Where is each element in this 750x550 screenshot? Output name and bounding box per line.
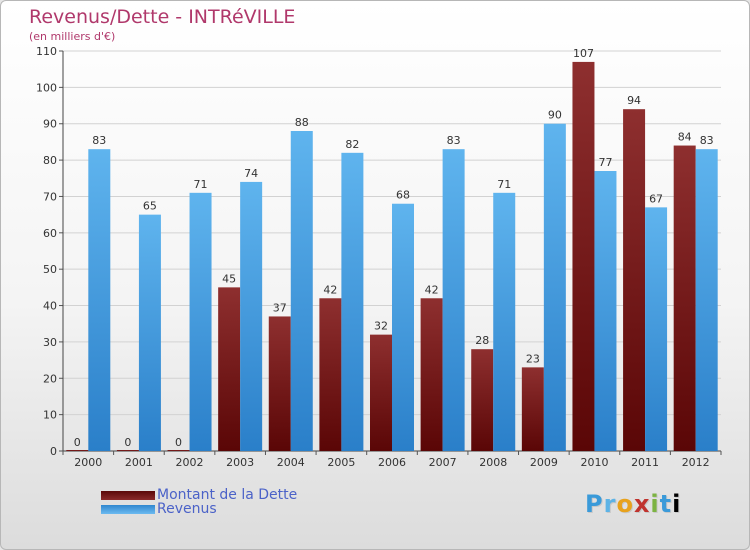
bar-revenus [88,149,111,451]
bar-revenus [341,152,364,451]
y-tick-label: 20 [43,372,57,385]
data-label-revenus: 90 [548,109,562,122]
data-label-revenus: 67 [649,192,663,205]
bar-revenus [695,149,718,451]
legend-label-revenus: Revenus [157,501,217,517]
data-label-dette: 23 [526,352,540,365]
bar-dette [471,349,494,451]
data-label-dette: 0 [175,436,182,449]
y-tick-label: 30 [43,336,57,349]
bar-dette [673,145,696,451]
data-label-dette: 107 [573,47,594,60]
data-label-dette: 84 [678,131,692,144]
data-label-revenus: 74 [244,167,258,180]
logo-letter: i [650,490,660,518]
x-tick-label: 2009 [530,456,558,469]
data-label-revenus: 71 [194,178,208,191]
x-tick-label: 2000 [74,456,102,469]
x-tick-label: 2004 [277,456,305,469]
y-tick-label: 60 [43,227,57,240]
proxiti-logo: Proxiti [585,490,681,518]
legend-swatch-revenus [101,505,155,514]
x-tick-label: 2010 [580,456,608,469]
x-tick-label: 2003 [226,456,254,469]
bar-dette [420,298,443,451]
logo-letter: o [616,490,634,518]
data-label-dette: 28 [475,334,489,347]
bar-dette [268,316,291,451]
bar-revenus [493,192,516,451]
bar-dette [521,367,544,451]
x-tick-label: 2008 [479,456,507,469]
x-tick-label: 2005 [327,456,355,469]
data-label-revenus: 65 [143,200,157,213]
bar-revenus [645,207,668,451]
y-tick-label: 10 [43,409,57,422]
bar-dette [370,334,392,451]
logo-letter: t [659,490,673,518]
data-label-dette: 42 [323,283,337,296]
bar-revenus [189,192,212,451]
y-tick-label: 50 [43,263,57,276]
legend-swatch-dette [101,491,155,500]
data-label-dette: 0 [124,436,131,449]
x-tick-label: 2001 [125,456,153,469]
data-label-revenus: 83 [700,134,714,147]
logo-letter: P [585,490,604,518]
x-tick-label: 2007 [429,456,457,469]
data-label-dette: 37 [273,301,287,314]
data-label-dette: 42 [425,283,439,296]
data-label-dette: 45 [222,272,236,285]
x-tick-label: 2011 [631,456,659,469]
data-label-revenus: 68 [396,189,410,202]
bar-dette [218,287,241,451]
data-label-revenus: 88 [295,116,309,129]
y-tick-label: 100 [36,81,57,94]
data-label-revenus: 82 [345,138,359,151]
y-tick-label: 0 [50,445,57,458]
bar-revenus [543,123,566,452]
bar-dette [623,109,646,451]
x-tick-label: 2006 [378,456,406,469]
bar-dette [66,450,89,451]
data-label-revenus: 83 [447,134,461,147]
bar-revenus [392,203,414,451]
data-label-revenus: 83 [92,134,106,147]
chart-subtitle: (en milliers d'€) [29,30,116,43]
bar-dette [116,450,139,451]
bar-revenus [240,181,263,451]
bar-revenus [594,171,617,451]
logo-letter: r [603,490,617,518]
bar-revenus [290,131,313,451]
x-tick-label: 2002 [176,456,204,469]
logo-letter: i [672,490,682,518]
data-label-dette: 94 [627,94,641,107]
bar-dette [572,61,595,452]
data-label-revenus: 77 [598,156,612,169]
data-label-dette: 32 [374,320,388,333]
bar-dette [167,450,190,451]
y-tick-label: 80 [43,154,57,167]
bar-revenus [138,214,161,451]
legend-label-dette: Montant de la Dette [157,487,298,503]
data-label-dette: 0 [74,436,81,449]
bar-revenus [442,149,465,451]
y-tick-label: 70 [43,190,57,203]
y-tick-label: 110 [36,45,57,58]
y-tick-label: 90 [43,118,57,131]
logo-letter: x [633,490,651,518]
data-label-revenus: 71 [497,178,511,191]
bar-dette [319,298,342,451]
x-tick-label: 2012 [682,456,710,469]
y-tick-label: 40 [43,300,57,313]
chart-title: Revenus/Dette - INTRéVILLE [29,6,296,28]
